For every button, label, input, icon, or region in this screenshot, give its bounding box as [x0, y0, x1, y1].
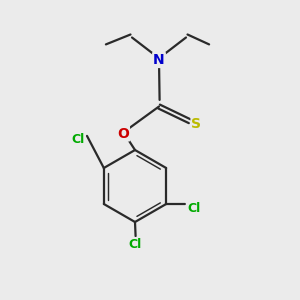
Text: Cl: Cl [71, 133, 85, 146]
Text: Cl: Cl [187, 202, 200, 215]
Text: S: S [191, 118, 202, 131]
Text: Cl: Cl [128, 238, 142, 251]
Text: N: N [153, 53, 165, 67]
Text: O: O [117, 127, 129, 140]
